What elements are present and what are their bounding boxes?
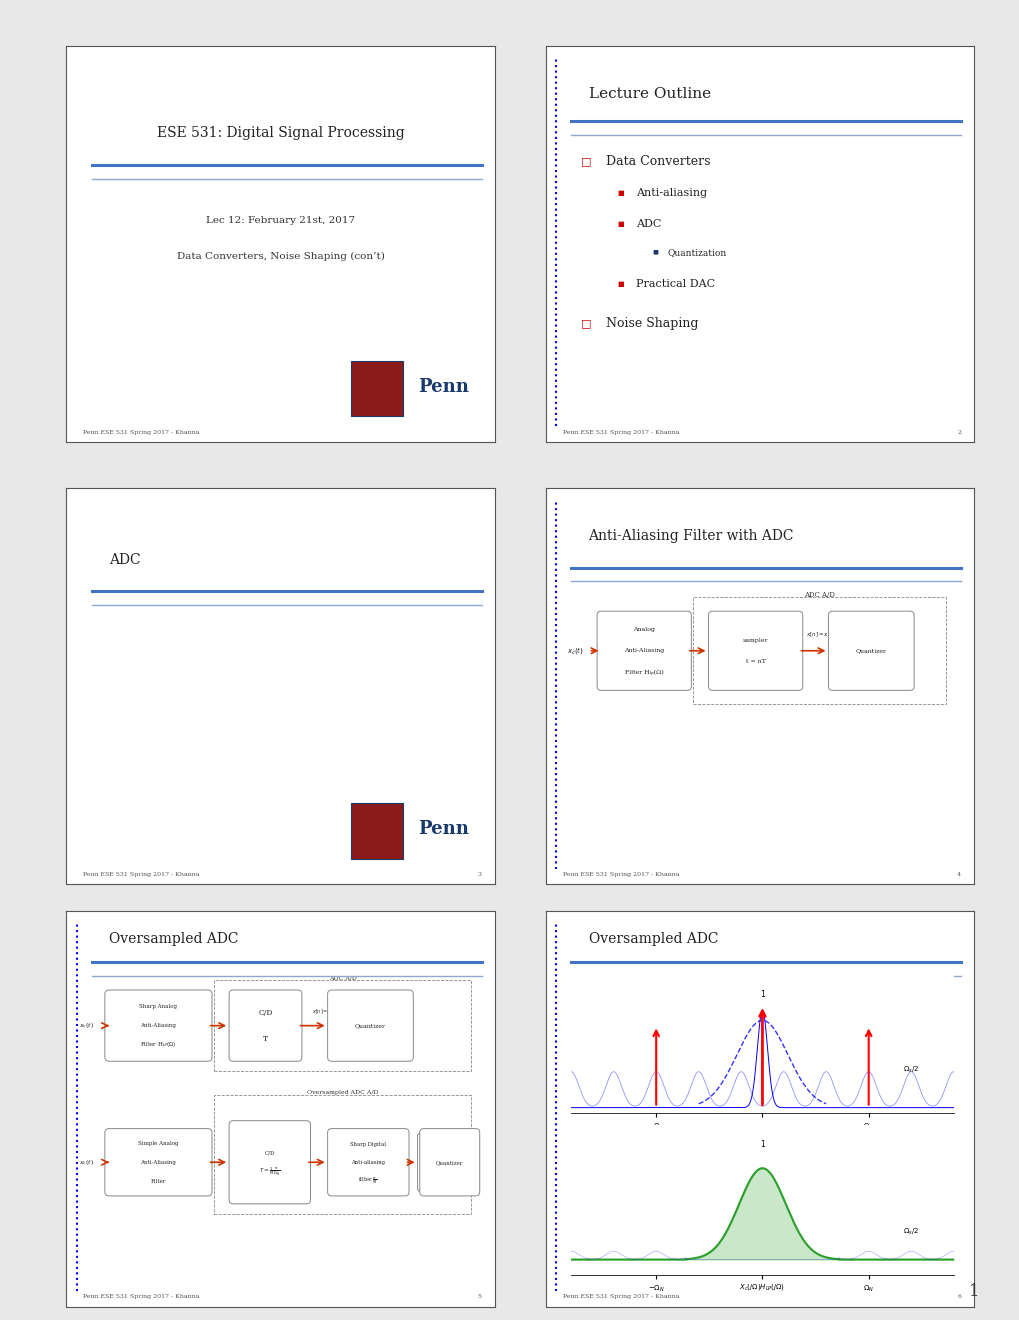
FancyBboxPatch shape xyxy=(105,990,212,1061)
FancyBboxPatch shape xyxy=(214,979,471,1072)
Text: sampler: sampler xyxy=(742,638,767,643)
Text: Quantizer: Quantizer xyxy=(855,648,886,653)
Text: $x_c(t)$: $x_c(t)$ xyxy=(79,1158,94,1167)
FancyBboxPatch shape xyxy=(351,803,403,858)
Text: Penn ESE 531 Spring 2017 - Khanna: Penn ESE 531 Spring 2017 - Khanna xyxy=(562,873,679,876)
Text: ADC A/D: ADC A/D xyxy=(804,591,835,599)
Text: □: □ xyxy=(581,318,591,329)
Text: Data Converters: Data Converters xyxy=(605,154,709,168)
FancyBboxPatch shape xyxy=(229,1121,310,1204)
FancyBboxPatch shape xyxy=(105,1129,212,1196)
Text: C/D: C/D xyxy=(264,1150,275,1155)
Text: Penn ESE 531 Spring 2017 - Khanna: Penn ESE 531 Spring 2017 - Khanna xyxy=(562,1295,679,1299)
FancyBboxPatch shape xyxy=(214,1096,471,1214)
Text: ADC: ADC xyxy=(109,553,141,566)
Text: 1: 1 xyxy=(759,1140,764,1150)
FancyBboxPatch shape xyxy=(708,611,802,690)
Text: Penn: Penn xyxy=(418,378,469,396)
FancyBboxPatch shape xyxy=(327,990,413,1061)
Text: □: □ xyxy=(581,156,591,166)
FancyBboxPatch shape xyxy=(827,611,913,690)
Text: ■: ■ xyxy=(616,281,624,286)
Text: ADC: ADC xyxy=(635,219,660,230)
Text: Practical DAC: Practical DAC xyxy=(635,279,714,289)
Text: C/D: C/D xyxy=(258,1008,272,1016)
Text: 2: 2 xyxy=(956,430,960,434)
Text: Data Converters, Noise Shaping (con’t): Data Converters, Noise Shaping (con’t) xyxy=(176,252,384,260)
Text: $\Omega_s/2$: $\Omega_s/2$ xyxy=(903,1226,918,1237)
Text: Filter Hₗₚ(Ω): Filter Hₗₚ(Ω) xyxy=(625,669,663,675)
Text: ■: ■ xyxy=(616,190,624,195)
Text: Lec 12: February 21st, 2017: Lec 12: February 21st, 2017 xyxy=(206,216,355,224)
FancyBboxPatch shape xyxy=(596,611,691,690)
Text: Sharp Digital: Sharp Digital xyxy=(350,1142,386,1147)
Text: ADC A/D: ADC A/D xyxy=(328,975,357,981)
Text: 3: 3 xyxy=(477,873,481,876)
Text: Oversampled ADC A/D: Oversampled ADC A/D xyxy=(307,1090,378,1096)
Text: Oversampled ADC: Oversampled ADC xyxy=(588,932,717,945)
Text: Penn ESE 531 Spring 2017 - Khanna: Penn ESE 531 Spring 2017 - Khanna xyxy=(84,1295,200,1299)
Text: Anti-aliasing: Anti-aliasing xyxy=(635,187,706,198)
Text: $x_c(t)$: $x_c(t)$ xyxy=(79,1022,94,1030)
FancyBboxPatch shape xyxy=(327,1129,409,1196)
Text: $T=\frac{1}{M}\frac{\pi}{\Omega_N}$: $T=\frac{1}{M}\frac{\pi}{\Omega_N}$ xyxy=(259,1166,280,1177)
Text: Noise Shaping: Noise Shaping xyxy=(605,317,697,330)
FancyBboxPatch shape xyxy=(229,990,302,1061)
Text: Anti-Aliasing Filter with ADC: Anti-Aliasing Filter with ADC xyxy=(588,529,793,543)
Text: 6: 6 xyxy=(957,1295,960,1299)
Text: Filter: Filter xyxy=(151,1179,166,1184)
Text: ↓M: ↓M xyxy=(429,1158,444,1167)
Text: Sharp Analog: Sharp Analog xyxy=(140,1005,177,1008)
Text: Penn ESE 531 Spring 2017 - Khanna: Penn ESE 531 Spring 2017 - Khanna xyxy=(84,873,200,876)
Text: Anti-Aliasing: Anti-Aliasing xyxy=(141,1160,176,1164)
Text: Oversampled ADC: Oversampled ADC xyxy=(109,932,238,945)
Text: 1: 1 xyxy=(968,1283,978,1300)
Text: ■: ■ xyxy=(616,222,624,227)
Text: 4: 4 xyxy=(956,873,960,876)
FancyBboxPatch shape xyxy=(417,1133,455,1192)
Text: Anti-Aliasing: Anti-Aliasing xyxy=(624,648,663,653)
Text: Lecture Outline: Lecture Outline xyxy=(588,87,710,100)
Text: Analog: Analog xyxy=(633,627,654,632)
Text: Penn: Penn xyxy=(418,820,469,838)
Text: $x[n] = x_c(nT)$: $x[n] = x_c(nT)$ xyxy=(805,631,842,639)
Text: Quantizer: Quantizer xyxy=(435,1160,463,1164)
Text: ESE 531: Digital Signal Processing: ESE 531: Digital Signal Processing xyxy=(157,127,404,140)
Text: $x[n] = x_c(nT)$: $x[n] = x_c(nT)$ xyxy=(311,1007,343,1016)
Text: Filter H$_{LP}(\Omega)$: Filter H$_{LP}(\Omega)$ xyxy=(140,1040,176,1049)
Text: $X_c(j\Omega)H_{LP}(j\Omega)$: $X_c(j\Omega)H_{LP}(j\Omega)$ xyxy=(739,1282,785,1292)
Text: ■: ■ xyxy=(651,249,657,255)
Text: $x_c(t)$: $x_c(t)$ xyxy=(567,645,584,656)
FancyBboxPatch shape xyxy=(693,597,946,705)
Text: Penn ESE 531 Spring 2017 - Khanna: Penn ESE 531 Spring 2017 - Khanna xyxy=(562,430,679,434)
Text: Penn ESE 531 Spring 2017 - Khanna: Penn ESE 531 Spring 2017 - Khanna xyxy=(84,430,200,434)
Text: Quantization: Quantization xyxy=(667,248,727,256)
Text: 5: 5 xyxy=(477,1295,481,1299)
Text: Quantizer: Quantizer xyxy=(355,1023,385,1028)
Text: Simple Analog: Simple Analog xyxy=(138,1140,178,1146)
Text: filter $\frac{\pi}{M}$: filter $\frac{\pi}{M}$ xyxy=(358,1175,378,1185)
FancyBboxPatch shape xyxy=(420,1129,479,1196)
Text: T: T xyxy=(263,1035,268,1043)
FancyBboxPatch shape xyxy=(351,360,403,416)
Text: Anti-aliasing: Anti-aliasing xyxy=(351,1160,385,1164)
Text: $\Omega_s/2$: $\Omega_s/2$ xyxy=(903,1065,918,1074)
Text: Anti-Aliasing: Anti-Aliasing xyxy=(141,1023,176,1028)
Text: 1: 1 xyxy=(759,990,764,999)
Text: t = nT: t = nT xyxy=(745,659,765,664)
